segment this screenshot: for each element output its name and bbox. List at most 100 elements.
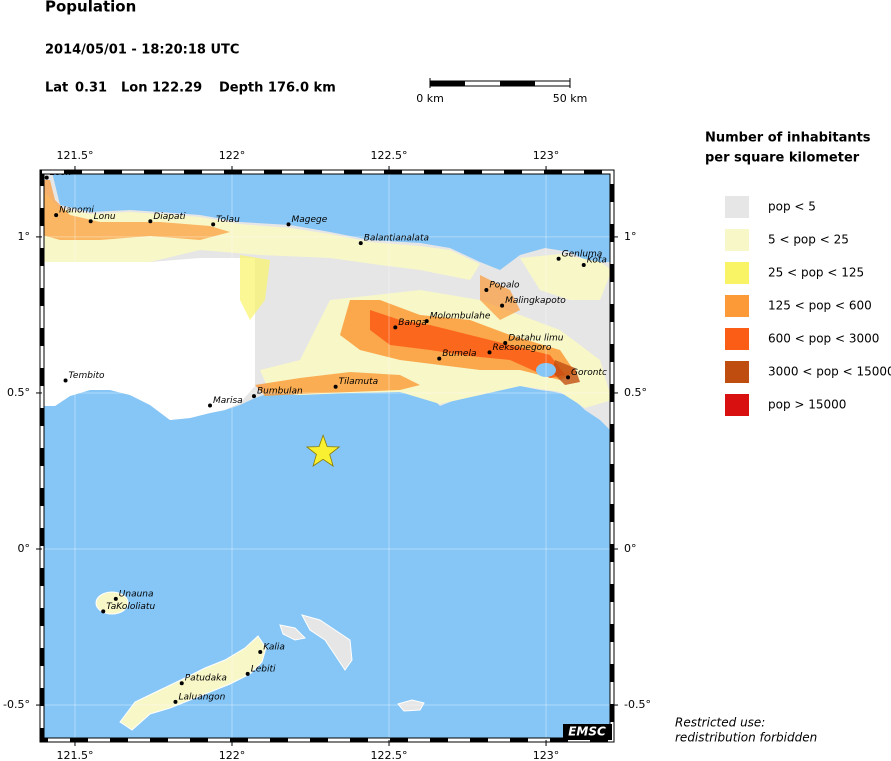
- lon-tick-label: 121.5°: [56, 749, 93, 761]
- city-dot: [484, 287, 489, 292]
- lat-value: 0.31: [75, 81, 107, 96]
- city-label: Datahu limu: [508, 334, 564, 344]
- pop-low: [520, 254, 612, 300]
- lon-tick-label: 123°: [533, 149, 560, 162]
- lon-tick-label: 122°: [219, 149, 246, 162]
- city-label: Banga: [398, 318, 427, 328]
- city-dot: [358, 241, 363, 246]
- legend-swatch: [725, 328, 749, 350]
- datetime: 2014/05/01 - 18:20:18 UTC: [45, 43, 239, 58]
- legend-label: 3000 < pop < 15000: [768, 365, 891, 379]
- pop-mid: [240, 255, 270, 320]
- city-label: Kalia: [263, 642, 285, 652]
- city-dot: [286, 222, 291, 227]
- legend-label: 125 < pop < 600: [768, 299, 872, 313]
- pop-mid: [255, 372, 420, 396]
- lat-tick-label: -0.5°: [624, 698, 651, 711]
- city-dot: [44, 175, 49, 180]
- lon-tick-label: 121.5°: [56, 149, 93, 162]
- city-dot: [393, 325, 398, 330]
- city-label: Bumbulan: [257, 387, 303, 397]
- city-label: Balantianalata: [364, 234, 429, 244]
- lat-tick-label: 1°: [18, 230, 31, 243]
- legend-label: 5 < pop < 25: [768, 233, 849, 247]
- island: [119, 635, 267, 731]
- pop-high: [552, 360, 580, 385]
- city-label: Tolau: [216, 215, 240, 225]
- city-label: Magege: [292, 215, 328, 225]
- city-dot: [503, 341, 508, 346]
- footer: redistribution forbidden: [675, 731, 817, 745]
- city-dot: [113, 596, 118, 601]
- city-dot: [63, 378, 68, 383]
- legend-title: Number of inhabitants: [705, 131, 871, 146]
- city-label: Bumela: [442, 349, 476, 359]
- pop-low: [42, 190, 480, 280]
- legend: Number of inhabitants per square kilomet…: [705, 131, 891, 416]
- city-dot: [487, 350, 492, 355]
- city-dot: [245, 671, 250, 676]
- depth: Depth 176.0 km: [219, 81, 336, 96]
- legend-label: pop > 15000: [768, 398, 846, 412]
- scale-start: 0 km: [416, 92, 444, 105]
- pop-mid: [480, 275, 520, 320]
- city-label: Popalo: [489, 280, 520, 290]
- legend-swatch: [725, 361, 749, 383]
- island: [95, 591, 129, 615]
- city-label: Lebiti: [251, 664, 276, 674]
- legend-swatch: [725, 295, 749, 317]
- no-data: [42, 258, 255, 420]
- city-label: Genluma: [562, 249, 603, 259]
- city-dot: [566, 375, 571, 380]
- island: [397, 699, 425, 712]
- city-label: Patudaka: [185, 674, 227, 684]
- city-dot: [500, 303, 505, 308]
- city-label: Laluangon: [178, 692, 225, 702]
- city-label: Lonu: [94, 212, 116, 222]
- legend-swatch: [725, 229, 749, 251]
- lat-tick-label: 0°: [624, 542, 637, 555]
- legend-swatch: [725, 394, 749, 416]
- title: Population: [45, 0, 136, 16]
- logo-text: EMSC: [568, 725, 606, 739]
- footer: Restricted use:: [675, 716, 765, 730]
- city-dot: [437, 356, 442, 361]
- scale-bar: [429, 78, 571, 88]
- city-dot: [333, 384, 338, 389]
- lake: [536, 363, 556, 377]
- city-label: Leok: [50, 168, 72, 178]
- city-label: Nanomi: [59, 206, 94, 216]
- city-dot: [556, 256, 561, 261]
- lat-tick-label: 1°: [624, 230, 637, 243]
- lon-tick-label: 122°: [219, 749, 246, 761]
- legend-swatch: [725, 196, 749, 218]
- scale-end: 50 km: [553, 92, 588, 105]
- city-label: Unauna: [119, 589, 154, 599]
- city-dot: [211, 222, 216, 227]
- lat-tick-label: 0.5°: [7, 386, 30, 399]
- city-dot: [148, 219, 153, 224]
- legend-title: per square kilometer: [705, 151, 860, 166]
- grid: [42, 172, 612, 740]
- city-dot: [173, 699, 178, 704]
- city-dot: [251, 394, 256, 399]
- city-label: Tembito: [69, 371, 105, 381]
- city-label: Reksonegoro: [493, 343, 552, 353]
- lon-label: Lon: [121, 81, 147, 96]
- island: [279, 624, 307, 641]
- city-dot: [101, 609, 106, 614]
- city-label: TaKololiatu: [106, 602, 155, 612]
- legend-label: 25 < pop < 125: [768, 266, 864, 280]
- city-label: Kota: [587, 256, 607, 266]
- lat-tick-label: -0.5°: [3, 698, 30, 711]
- logo: EMSC: [563, 724, 612, 740]
- legend-label: 600 < pop < 3000: [768, 332, 879, 346]
- city-dot: [581, 263, 586, 268]
- city-dot: [179, 681, 184, 686]
- lon-tick-label: 122.5°: [371, 149, 408, 162]
- pop-high: [370, 310, 565, 378]
- city-dot: [208, 403, 213, 408]
